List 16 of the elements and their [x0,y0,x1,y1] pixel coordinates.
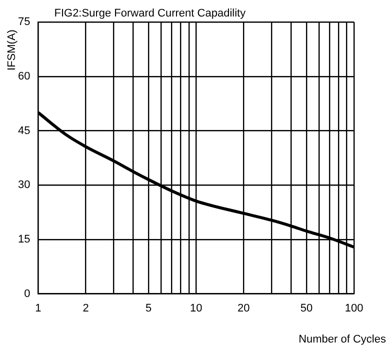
chart-title: FIG2:Surge Forward Current Capadility [54,8,246,20]
x-tick-label: 50 [300,302,313,314]
y-tick-label: 60 [18,70,30,82]
x-tick-label: 5 [146,302,152,314]
y-tick-label: 0 [24,288,30,300]
x-tick-label: 2 [82,302,89,314]
x-tick-label: 10 [190,302,202,314]
x-tick-label: 20 [238,302,250,314]
y-tick-label: 30 [18,179,30,192]
y-axis-title: IFSM(A) [6,30,18,70]
y-tick-label: 45 [18,124,30,137]
x-axis-title: Number of Cycles [298,334,386,346]
y-tick-label: 15 [18,233,30,246]
x-tick-label: 100 [344,302,364,314]
y-tick-label: 75 [18,16,30,28]
x-tick-label: 1 [35,302,42,314]
